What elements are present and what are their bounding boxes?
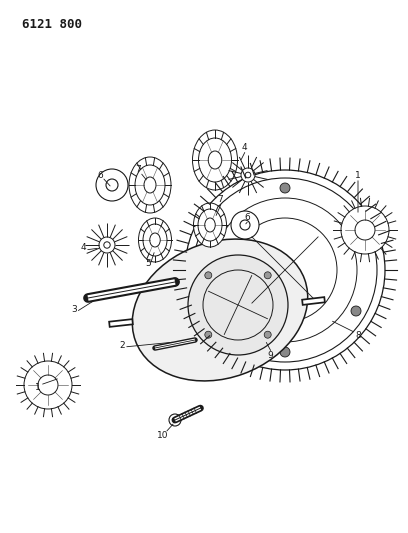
Text: 3: 3 [71,305,77,314]
Text: 6121 800: 6121 800 [22,18,82,31]
Circle shape [351,224,361,234]
Text: 4: 4 [80,244,86,253]
Ellipse shape [143,224,167,256]
Circle shape [341,206,389,254]
Circle shape [188,255,288,355]
Text: 8: 8 [355,330,361,340]
Text: 2: 2 [119,341,125,350]
Text: 5: 5 [145,259,151,268]
Circle shape [24,361,72,409]
Text: 1: 1 [355,171,361,180]
Circle shape [241,168,255,182]
Ellipse shape [135,165,165,205]
Text: 7: 7 [217,196,223,205]
Circle shape [96,169,128,201]
Text: 6: 6 [244,214,250,222]
Text: 7: 7 [135,166,141,174]
Circle shape [99,237,115,253]
Circle shape [231,211,259,239]
Text: 4: 4 [241,143,247,152]
Circle shape [169,414,181,426]
Circle shape [280,183,290,193]
Circle shape [209,224,219,234]
Circle shape [264,272,271,279]
Circle shape [205,331,212,338]
Ellipse shape [193,203,226,247]
Circle shape [205,272,212,279]
Circle shape [351,306,361,316]
Circle shape [171,278,179,286]
Circle shape [185,170,385,370]
Ellipse shape [193,130,237,190]
Circle shape [209,306,219,316]
Ellipse shape [199,138,231,182]
Text: 6: 6 [97,171,103,180]
Text: 9: 9 [267,351,273,359]
Circle shape [193,178,377,362]
Text: 1: 1 [35,383,41,392]
Circle shape [280,347,290,357]
Ellipse shape [198,209,222,241]
Text: 10: 10 [157,431,169,440]
Ellipse shape [129,157,171,213]
Ellipse shape [132,239,308,381]
Ellipse shape [138,218,171,262]
Circle shape [264,331,271,338]
